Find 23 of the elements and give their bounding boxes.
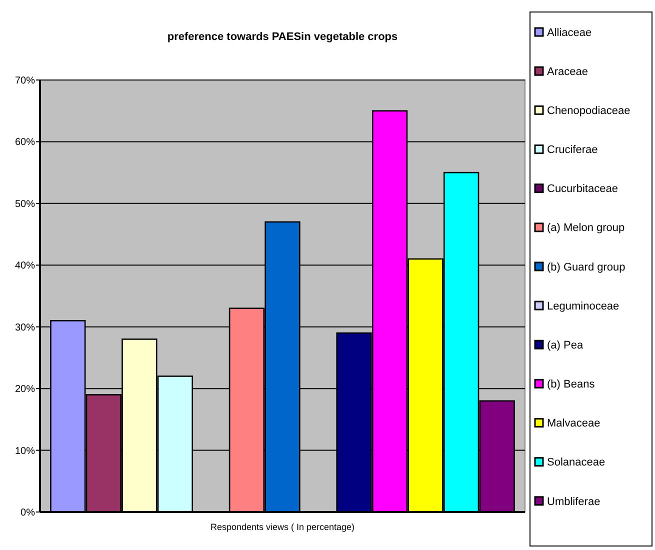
y-tick-label: 70% <box>14 76 36 86</box>
legend-label: Cruciferae <box>547 144 598 156</box>
chart-title: preference towards PAESin vegetable crops <box>167 31 398 43</box>
y-tick-label: 60% <box>14 137 36 148</box>
legend-label: Alliaceae <box>547 26 592 39</box>
x-axis-title: Respondents views ( In percentage) <box>210 522 355 532</box>
legend-label: Solanaceae <box>547 456 606 469</box>
legend-label: (a) Pea <box>547 339 584 352</box>
y-tick-label: 40% <box>14 260 36 272</box>
legend-label: Chenopodiaceae <box>547 105 630 118</box>
legend-label: Umbliferae <box>547 496 600 508</box>
legend-label: (a) Melon group <box>547 222 625 234</box>
legend-label: (b) Guard group <box>547 261 626 274</box>
legend-label: Cucurbitaceae <box>547 183 618 196</box>
legend-label: (b) Beans <box>547 378 596 391</box>
legend-label: Araceae <box>547 66 588 78</box>
legend-label: Malvaceae <box>547 418 600 430</box>
y-tick-label: 50% <box>14 198 36 210</box>
legend-label: Leguminoceae <box>547 300 620 312</box>
y-tick-label: 10% <box>14 446 36 457</box>
y-tick-label: 30% <box>14 322 36 334</box>
y-tick-label: 20% <box>14 384 36 396</box>
y-tick-label: 0% <box>20 508 36 518</box>
